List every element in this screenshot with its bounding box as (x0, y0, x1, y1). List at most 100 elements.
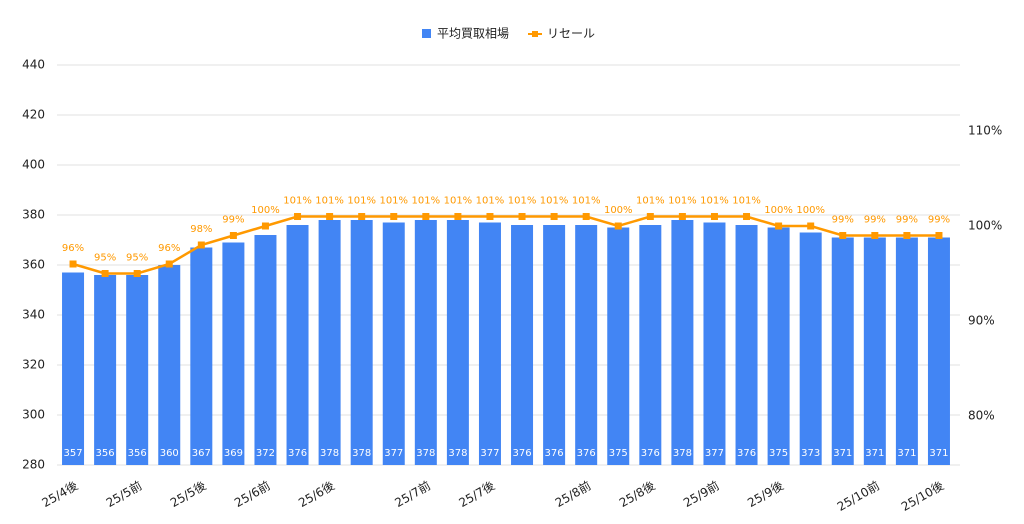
y-tick-label: 420 (22, 108, 45, 122)
bar-value-label: 371 (865, 448, 884, 459)
line-value-label: 101% (732, 196, 761, 207)
line-value-label: 96% (158, 243, 180, 254)
bar (94, 275, 117, 465)
legend-swatch (532, 31, 538, 37)
bar-value-label: 372 (256, 448, 275, 459)
bar (414, 220, 437, 465)
bar (126, 275, 149, 465)
line-value-label: 99% (864, 215, 886, 226)
line-value-label: 95% (94, 253, 116, 264)
line-value-label: 101% (347, 196, 376, 207)
line-value-label: 101% (508, 196, 537, 207)
x-tick-label: 25/8後 (617, 479, 658, 511)
bar (831, 237, 854, 465)
line-marker (197, 241, 205, 249)
x-tick-label: 25/10前 (834, 478, 882, 514)
line-value-label: 101% (315, 196, 344, 207)
y-tick-label: 320 (22, 358, 45, 372)
line-value-label: 98% (190, 224, 212, 235)
line-marker (614, 222, 622, 230)
bar-value-label: 356 (96, 448, 115, 459)
x-tick-label: 25/6後 (296, 479, 337, 511)
bar-value-label: 371 (833, 448, 852, 459)
bar-value-label: 367 (192, 448, 211, 459)
y2-tick-label: 110% (968, 124, 1002, 138)
line-marker (101, 270, 109, 278)
line-value-label: 99% (896, 215, 918, 226)
line-value-label: 100% (764, 205, 793, 216)
line-value-label: 101% (700, 196, 729, 207)
y-tick-label: 400 (22, 158, 45, 172)
bar-value-label: 375 (609, 448, 628, 459)
line-marker (550, 213, 558, 221)
bar-value-label: 369 (224, 448, 243, 459)
bar (575, 225, 598, 465)
bar (62, 272, 85, 465)
y2-tick-label: 100% (968, 219, 1002, 233)
line-value-label: 101% (572, 196, 601, 207)
line-marker (935, 232, 943, 240)
bar (478, 222, 501, 465)
line-marker (678, 213, 686, 221)
bar (767, 227, 790, 465)
bar (318, 220, 341, 465)
bar-value-label: 378 (352, 448, 371, 459)
x-tick-label: 25/8前 (552, 478, 593, 510)
bar-value-label: 360 (160, 448, 179, 459)
bar (895, 237, 918, 465)
bar-value-label: 378 (448, 448, 467, 459)
line-value-label: 99% (928, 215, 950, 226)
line-marker (229, 232, 237, 240)
bar-value-label: 377 (480, 448, 499, 459)
line-marker (261, 222, 269, 230)
x-tick-label: 25/4後 (40, 479, 81, 511)
bar-value-label: 375 (769, 448, 788, 459)
bar-value-label: 371 (929, 448, 948, 459)
bar-value-label: 378 (416, 448, 435, 459)
bar (863, 237, 886, 465)
line-value-label: 100% (251, 205, 280, 216)
bar-value-label: 371 (897, 448, 916, 459)
bar (639, 225, 662, 465)
bar-value-label: 376 (737, 448, 756, 459)
line-value-label: 99% (832, 215, 854, 226)
line-value-label: 101% (412, 196, 441, 207)
line-marker (839, 232, 847, 240)
bar (254, 235, 277, 465)
line-marker (358, 213, 366, 221)
line-value-label: 96% (62, 243, 84, 254)
x-tick-label: 25/7後 (456, 479, 497, 511)
line-marker (294, 213, 302, 221)
line-value-label: 101% (668, 196, 697, 207)
bar (671, 220, 694, 465)
bar-value-label: 373 (801, 448, 820, 459)
line-marker (775, 222, 783, 230)
bar-value-label: 378 (673, 448, 692, 459)
bar-value-label: 356 (128, 448, 147, 459)
bar (607, 227, 630, 465)
line-marker (454, 213, 462, 221)
bar (158, 265, 181, 465)
line-marker (165, 260, 173, 268)
bar-value-label: 376 (512, 448, 531, 459)
x-tick-label: 25/7前 (392, 478, 433, 510)
legend-swatch (422, 29, 431, 38)
y-tick-label: 440 (22, 58, 45, 72)
line (72, 215, 939, 275)
line-value-label: 101% (379, 196, 408, 207)
bar-value-label: 378 (320, 448, 339, 459)
bar-value-label: 377 (705, 448, 724, 459)
legend-label: リセール (547, 27, 595, 41)
y-tick-label: 340 (22, 308, 45, 322)
bar (735, 225, 758, 465)
y-tick-label: 300 (22, 408, 45, 422)
y-tick-label: 380 (22, 208, 45, 222)
line-marker (646, 213, 654, 221)
line-value-label: 100% (796, 205, 825, 216)
line-value-label: 101% (636, 196, 665, 207)
line-marker (710, 213, 718, 221)
y-tick-label: 360 (22, 258, 45, 272)
legend: 平均買取相場 リセール (422, 27, 595, 41)
bar (511, 225, 534, 465)
